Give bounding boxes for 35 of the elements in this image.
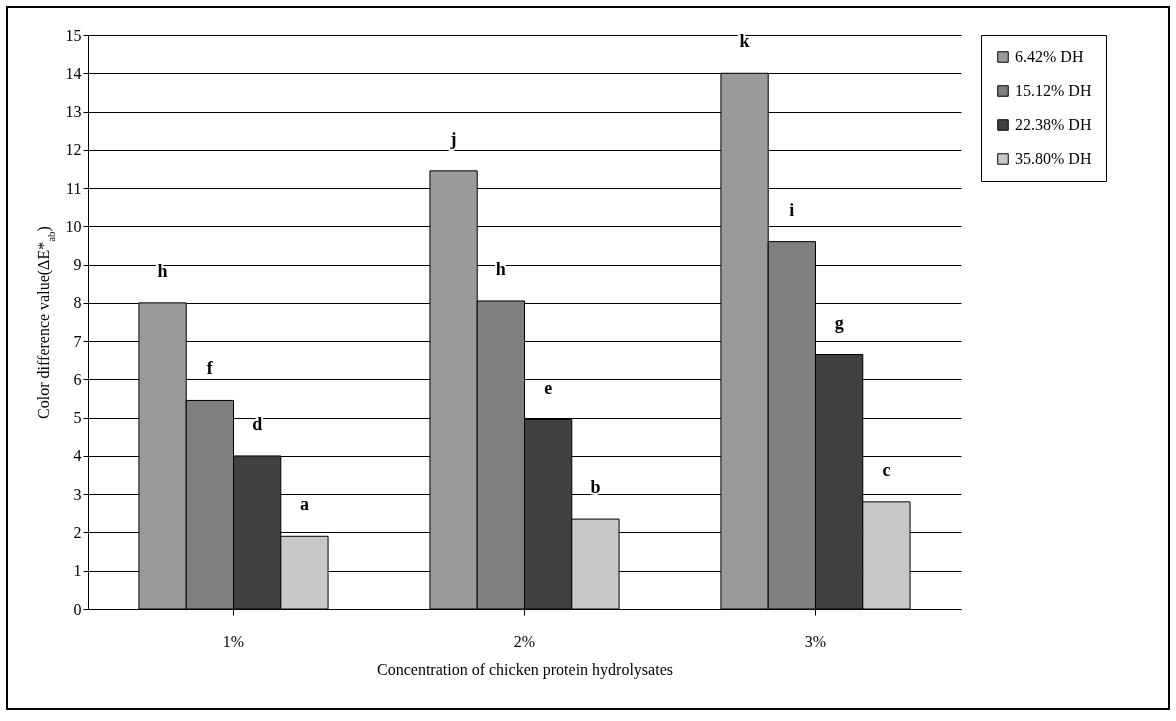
y-tick-label: 0 [73, 600, 82, 618]
y-tick-label: 1 [73, 562, 82, 580]
y-tick-label: 2 [73, 523, 82, 541]
data-label: k [739, 31, 750, 52]
data-label: i [789, 199, 795, 220]
data-label: c [882, 459, 891, 480]
y-tick-label: 8 [73, 294, 82, 312]
y-tick-label: 10 [65, 217, 82, 235]
y-tick-label: 4 [73, 447, 82, 465]
y-tick-label: 11 [66, 179, 82, 197]
y-tick-label: 12 [65, 141, 82, 159]
legend-label: 6.42% DH [1015, 48, 1084, 65]
x-tick-label: 1% [222, 632, 245, 650]
legend-label: 35.80% DH [1015, 150, 1092, 167]
y-tick-label: 9 [73, 256, 82, 274]
data-label: j [449, 128, 457, 149]
y-tick-label: 6 [73, 370, 82, 388]
y-tick-label: 14 [65, 64, 82, 82]
y-tick-label: 5 [73, 409, 82, 427]
data-label: d [252, 413, 263, 434]
legend-label: 15.12% DH [1015, 82, 1092, 99]
y-tick-label: 3 [73, 485, 82, 503]
data-label: g [834, 312, 844, 333]
data-label: a [299, 494, 309, 515]
y-tick-label: 7 [73, 332, 82, 350]
x-axis-title: Concentration of chicken protein hydrolysates [377, 660, 673, 679]
data-label: h [157, 260, 168, 281]
data-label: e [544, 377, 553, 398]
data-label: b [590, 477, 601, 498]
legend-label: 22.38% DH [1015, 116, 1092, 133]
data-label: f [206, 358, 214, 379]
y-tick-label: 15 [65, 26, 82, 44]
y-tick-label: 13 [65, 103, 82, 121]
x-tick-label: 2% [513, 632, 536, 650]
x-tick-label: 3% [804, 632, 827, 650]
